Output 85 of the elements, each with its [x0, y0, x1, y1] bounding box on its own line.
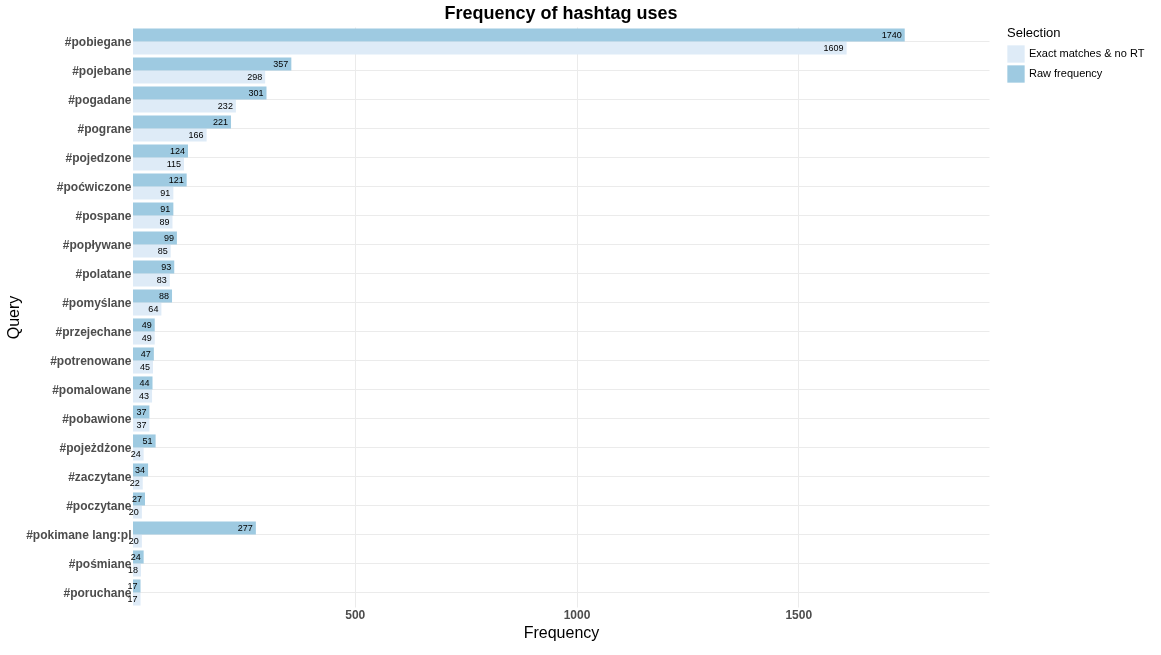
y-axis-title: Query	[5, 295, 23, 340]
data-label: 37	[136, 406, 147, 417]
bar	[133, 244, 171, 258]
y-tick-label: #pogadane	[68, 92, 132, 107]
data-label: 1740	[881, 29, 902, 40]
data-label: 34	[135, 464, 146, 475]
data-label: 64	[148, 304, 159, 315]
bar	[133, 318, 155, 332]
data-label: 357	[273, 58, 289, 69]
y-tick-label: #pobawione	[62, 411, 132, 426]
bar	[133, 202, 174, 216]
data-label: 44	[139, 377, 150, 388]
data-label: 121	[168, 174, 184, 185]
bar	[133, 260, 175, 274]
data-label: 88	[159, 290, 170, 301]
data-label: 24	[130, 449, 141, 460]
bar	[133, 28, 905, 42]
y-tick-label: #pobiegane	[64, 34, 132, 49]
y-tick-label: #pomyślane	[62, 295, 132, 310]
y-tick-label: #popływane	[62, 237, 132, 252]
data-label: 37	[136, 420, 147, 431]
y-tick-label: #przejechane	[55, 324, 132, 339]
bar	[133, 186, 174, 200]
y-tick-label: #pojedzone	[65, 150, 132, 165]
bar	[133, 128, 207, 142]
data-label: 99	[163, 232, 174, 243]
bar	[133, 144, 188, 158]
bar	[133, 273, 170, 287]
x-tick-label: 1500	[785, 607, 813, 622]
legend-label: Raw frequency	[1029, 67, 1103, 79]
bar	[133, 173, 187, 187]
bar	[133, 41, 847, 55]
data-label: 17	[127, 580, 138, 591]
data-label: 93	[161, 261, 172, 272]
data-label: 24	[130, 551, 141, 562]
data-label: 277	[237, 522, 253, 533]
x-tick-label: 500	[345, 607, 366, 622]
bar	[133, 157, 185, 171]
chart-title: Frequency of hashtag uses	[444, 3, 678, 23]
y-tick-label: #pospane	[75, 208, 132, 223]
data-label: 89	[159, 217, 170, 228]
bar	[133, 521, 256, 535]
data-label: 301	[248, 87, 264, 98]
x-tick-label: 1000	[563, 607, 591, 622]
y-tick-label: #pograne	[77, 121, 132, 136]
y-tick-label: #pomalowane	[52, 382, 132, 397]
data-label: 91	[160, 203, 171, 214]
data-label: 115	[166, 159, 182, 170]
data-label: 45	[139, 362, 150, 373]
bar	[133, 99, 236, 113]
data-label: 49	[141, 333, 152, 344]
bar	[133, 231, 177, 245]
data-label: 47	[140, 348, 151, 359]
data-label: 1609	[823, 43, 844, 54]
y-tick-label: #potrenowane	[50, 353, 132, 368]
y-tick-label: #pojeżdżone	[59, 440, 132, 455]
data-label: 27	[131, 493, 142, 504]
bar	[133, 115, 232, 129]
data-label: 85	[157, 246, 168, 257]
data-label: 221	[212, 116, 229, 127]
data-label: 166	[188, 130, 204, 141]
y-tick-label: #zaczytane	[68, 469, 132, 484]
bar	[133, 347, 154, 361]
bar	[133, 86, 267, 100]
y-tick-label: #polatane	[75, 266, 132, 281]
legend-title: Selection	[1007, 25, 1061, 40]
x-axis-title: Frequency	[523, 623, 600, 641]
y-tick-label: #pojebane	[72, 63, 132, 78]
data-label: 83	[156, 275, 167, 286]
bar	[133, 70, 266, 84]
y-tick-label: #pokimane lang:pl	[26, 527, 132, 542]
bar	[133, 434, 156, 448]
data-label: 91	[160, 188, 171, 199]
bar	[133, 57, 292, 71]
legend-label: Exact matches & no RT	[1029, 47, 1145, 59]
y-tick-label: #poczytane	[66, 498, 132, 513]
data-label: 43	[139, 391, 150, 402]
data-label: 232	[217, 101, 233, 112]
data-label: 124	[169, 145, 185, 156]
bar	[133, 376, 153, 390]
data-label: 49	[141, 319, 152, 330]
bar	[133, 289, 173, 303]
data-label: 51	[142, 435, 153, 446]
data-label: 298	[247, 72, 263, 83]
y-tick-label: #poćwiczone	[56, 179, 132, 194]
